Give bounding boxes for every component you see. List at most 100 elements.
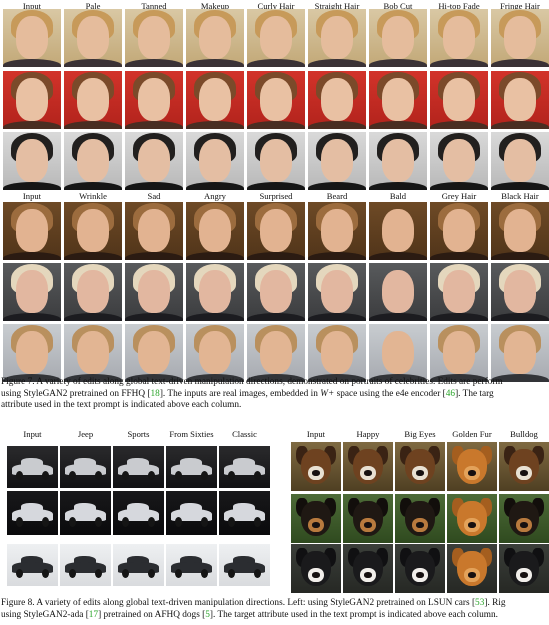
shoulder-shape <box>64 181 122 190</box>
citation-link[interactable]: 17 <box>88 609 99 620</box>
citation-link[interactable]: 18 <box>150 388 160 399</box>
portrait-image <box>186 324 244 382</box>
portrait-image <box>308 132 366 190</box>
shoulder-shape <box>247 58 305 67</box>
portrait-image <box>125 263 183 321</box>
face-shape <box>259 330 293 374</box>
shoulder-shape <box>369 181 427 190</box>
car-wheel-shape <box>228 569 236 579</box>
face-shape <box>198 208 232 252</box>
car-column-header-1: Jeep <box>77 429 94 439</box>
car-body-shape <box>12 509 53 521</box>
portrait-image <box>3 132 61 190</box>
car-wheel-shape <box>200 471 208 481</box>
face-shape <box>320 269 354 313</box>
face-shape <box>381 208 415 252</box>
shoulder-shape <box>308 251 366 260</box>
portrait-image <box>3 324 61 382</box>
car-wheel-shape <box>147 517 155 528</box>
car-wheel-shape <box>175 569 183 579</box>
portrait-image <box>186 263 244 321</box>
face-shape <box>381 269 415 313</box>
face-shape <box>320 138 354 182</box>
car-body-shape <box>171 561 212 573</box>
face-shape <box>15 330 49 374</box>
dog-nose-shape <box>416 470 424 477</box>
face-shape <box>503 269 537 313</box>
shoulder-shape <box>125 181 183 190</box>
face-shape <box>198 269 232 313</box>
column-header-bottom-2: Sad <box>147 191 161 201</box>
portrait-image <box>430 202 488 260</box>
portrait-image <box>186 9 244 67</box>
citation-link[interactable]: 5 <box>205 609 210 620</box>
face-shape <box>381 77 415 121</box>
car-wheel-shape <box>147 569 155 579</box>
dog-image <box>343 494 393 543</box>
dog-image <box>499 442 549 491</box>
portrait-image <box>430 71 488 129</box>
car-image <box>60 544 111 586</box>
shoulder-shape <box>308 312 366 321</box>
face-shape <box>198 330 232 374</box>
car-roof-shape <box>233 555 255 565</box>
portrait-image <box>491 9 549 67</box>
face-shape <box>76 330 110 374</box>
car-wheel-shape <box>122 471 130 481</box>
shoulder-shape <box>491 120 549 129</box>
portrait-image <box>491 202 549 260</box>
car-image <box>113 446 164 488</box>
portrait-image <box>491 71 549 129</box>
car-image <box>166 544 217 586</box>
shoulder-shape <box>491 312 549 321</box>
portrait-image <box>430 324 488 382</box>
dog-image <box>395 544 445 593</box>
shoulder-shape <box>491 251 549 260</box>
figure8-caption-line1: Figure 8. A variety of edits along globa… <box>1 598 506 608</box>
column-header-top-1: Pale <box>85 1 101 11</box>
shoulder-shape <box>308 373 366 382</box>
portrait-image <box>308 324 366 382</box>
citation-link[interactable]: 46 <box>445 388 456 399</box>
shoulder-shape <box>369 312 427 321</box>
dog-image <box>343 544 393 593</box>
car-roof-shape <box>127 457 149 467</box>
shoulder-shape <box>186 58 244 67</box>
citation-link[interactable]: 53 <box>475 598 485 608</box>
car-body-shape <box>224 463 265 475</box>
portrait-image <box>125 71 183 129</box>
figure8-caption: Figure 8. A variety of edits along globa… <box>1 598 549 621</box>
face-shape <box>76 208 110 252</box>
car-wheel-shape <box>69 471 77 481</box>
column-header-top-3: Makeup <box>200 1 230 11</box>
car-image <box>113 544 164 586</box>
car-column-header-0: Input <box>23 429 42 439</box>
car-body-shape <box>65 509 106 521</box>
shoulder-shape <box>369 251 427 260</box>
dog-column-header-4: Bulldog <box>510 429 538 439</box>
dog-image <box>395 494 445 543</box>
face-shape <box>442 330 476 374</box>
car-roof-shape <box>233 503 255 513</box>
portrait-image <box>3 263 61 321</box>
car-body-shape <box>12 463 53 475</box>
car-wheel-shape <box>41 569 49 579</box>
portrait-image <box>369 9 427 67</box>
dog-nose-shape <box>364 572 372 579</box>
shoulder-shape <box>186 251 244 260</box>
car-roof-shape <box>74 457 96 467</box>
portrait-image <box>64 132 122 190</box>
face-shape <box>15 138 49 182</box>
dog-nose-shape <box>416 522 424 529</box>
car-body-shape <box>118 561 159 573</box>
column-header-bottom-6: Bald <box>389 191 407 201</box>
column-header-bottom-7: Grey Hair <box>441 191 477 201</box>
shoulder-shape <box>430 312 488 321</box>
car-roof-shape <box>21 503 43 513</box>
shoulder-shape <box>64 251 122 260</box>
car-roof-shape <box>180 555 202 565</box>
dog-nose-shape <box>468 522 476 529</box>
shoulder-shape <box>186 120 244 129</box>
car-image <box>219 446 270 488</box>
portrait-image <box>247 132 305 190</box>
